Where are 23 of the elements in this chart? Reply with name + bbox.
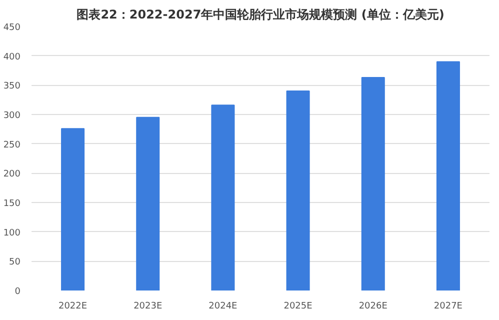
y-tick-label: 200	[3, 170, 21, 180]
y-tick-label: 50	[9, 258, 21, 268]
bar	[136, 116, 160, 290]
y-tick-label: 250	[3, 140, 21, 150]
bar	[436, 61, 460, 290]
x-tick-label: 2027E	[434, 302, 463, 312]
y-tick-label: 350	[3, 82, 21, 92]
x-tick-label: 2025E	[284, 302, 313, 312]
y-tick-label: 400	[3, 52, 21, 62]
x-tick-label: 2023E	[134, 302, 162, 312]
bar	[286, 90, 310, 290]
chart-title: 图表22：2022-2027年中国轮胎行业市场规模预测 (单位：亿美元)	[76, 8, 444, 22]
x-tick-label: 2024E	[208, 302, 238, 312]
x-tick-label: 2026E	[358, 302, 388, 312]
x-tick-label: 2022E	[58, 302, 88, 312]
y-tick-label: 450	[3, 23, 21, 33]
bar	[211, 104, 235, 290]
y-tick-label: 150	[3, 199, 21, 209]
y-tick-label: 0	[14, 287, 21, 297]
bar	[61, 128, 85, 290]
bar	[361, 77, 385, 290]
y-tick-label: 100	[3, 228, 21, 238]
y-tick-label: 300	[3, 111, 21, 121]
